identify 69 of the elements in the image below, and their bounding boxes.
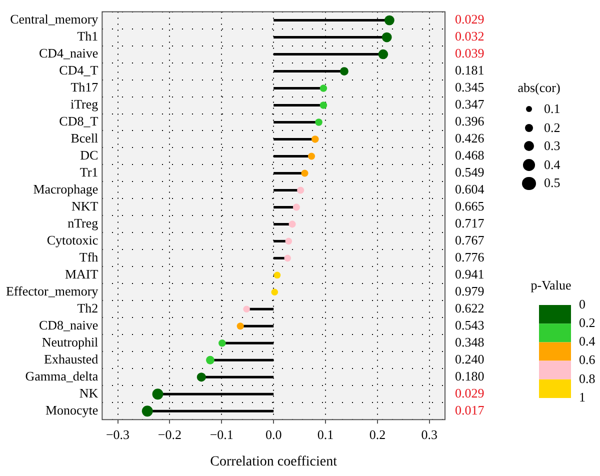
y2-tick-label: 0.348: [455, 334, 484, 350]
color-bar-label: 0.2: [579, 315, 596, 330]
y-tick-label: DC: [80, 148, 98, 163]
y-tick-label: CD4_T: [59, 62, 98, 78]
y2-tick-label: 0.776: [455, 250, 485, 265]
y-tick-label: CD8_T: [59, 114, 98, 129]
y2-tick-label: 0.039: [455, 46, 484, 61]
y-tick-label: iTreg: [70, 96, 99, 112]
y2-tick-label: 0.240: [455, 352, 484, 367]
x-tick-label: −0.2: [158, 426, 182, 442]
y2-tick-label: 0.717: [455, 216, 485, 231]
legend-label: 0.1: [544, 101, 560, 118]
y-tick-label: NK: [79, 386, 99, 401]
y-tick-label: Bcell: [70, 130, 99, 146]
y2-tick-label: 0.767: [455, 232, 485, 248]
y2-tick-label: 0.543: [455, 318, 484, 333]
y2-tick-label: 0.549: [455, 164, 484, 180]
x-tick-label: 0.2: [369, 426, 386, 442]
legend-label: 0.4: [544, 156, 560, 173]
x-tick-label: −0.1: [210, 426, 234, 442]
y-tick-label: MAIT: [64, 266, 98, 282]
y2-tick-label: 0.665: [455, 198, 484, 214]
y-tick-label: Effector_memory: [6, 284, 99, 299]
x-tick-label: 0.0: [265, 426, 282, 442]
y-tick-label: Th17: [70, 80, 99, 95]
y-tick-label: Monocyte: [45, 402, 98, 418]
y-tick-label: Tfh: [79, 250, 99, 265]
y2-tick-label: 0.029: [455, 12, 484, 27]
y-tick-label: Exhausted: [44, 352, 99, 367]
y-tick-label: Tr1: [80, 164, 98, 180]
y-tick-label: nTreg: [68, 216, 99, 231]
color-bar-title: p-Value: [530, 277, 572, 292]
y2-tick-label: 0.426: [455, 130, 485, 146]
y-tick-label: CD4_naive: [38, 46, 98, 61]
y2-tick-label: 0.032: [455, 28, 484, 44]
y-tick-label: Gamma_delta: [25, 368, 98, 384]
color-bar-label: 1: [579, 389, 586, 404]
legend-label: 0.3: [544, 138, 560, 154]
y2-tick-label: 0.347: [455, 96, 485, 112]
y-tick-label: NKT: [71, 198, 98, 214]
y2-tick-label: 0.622: [455, 300, 484, 316]
y2-tick-label: 0.468: [455, 148, 484, 163]
y2-tick-label: 0.017: [455, 402, 485, 418]
y2-tick-label: 0.396: [455, 114, 485, 129]
y2-tick-label: 0.604: [455, 182, 485, 197]
y-tick-label: Th1: [77, 28, 98, 44]
y-tick-label: Neutrophil: [42, 334, 99, 350]
y2-tick-label: 0.180: [455, 368, 484, 384]
y2-tick-label: 0.181: [455, 62, 484, 78]
y-tick-label: Central_memory: [10, 12, 99, 27]
x-tick-label: −0.3: [106, 426, 130, 442]
color-bar-label: 0.8: [579, 370, 596, 386]
x-tick-label: 0.1: [317, 426, 334, 442]
y-tick-label: Th2: [77, 300, 98, 316]
y2-tick-label: 0.029: [455, 386, 484, 401]
legend-label: 0.2: [544, 120, 560, 136]
y-tick-label: CD8_naive: [38, 318, 98, 333]
y-tick-label: Macrophage: [33, 182, 98, 197]
legend-label: 0.5: [544, 175, 560, 192]
color-bar-label: 0: [579, 296, 586, 312]
color-bar-label: 0.4: [579, 334, 596, 349]
y2-tick-label: 0.979: [455, 284, 484, 299]
y2-tick-label: 0.345: [455, 80, 484, 95]
color-bar-label: 0.6: [579, 352, 596, 368]
legend-title: abs(cor): [516, 80, 562, 96]
y-tick-label: Cytotoxic: [46, 232, 98, 248]
y2-tick-label: 0.941: [455, 266, 484, 282]
x-axis-title: Correlation coefficient: [210, 454, 338, 470]
x-tick-label: 0.3: [421, 426, 438, 442]
